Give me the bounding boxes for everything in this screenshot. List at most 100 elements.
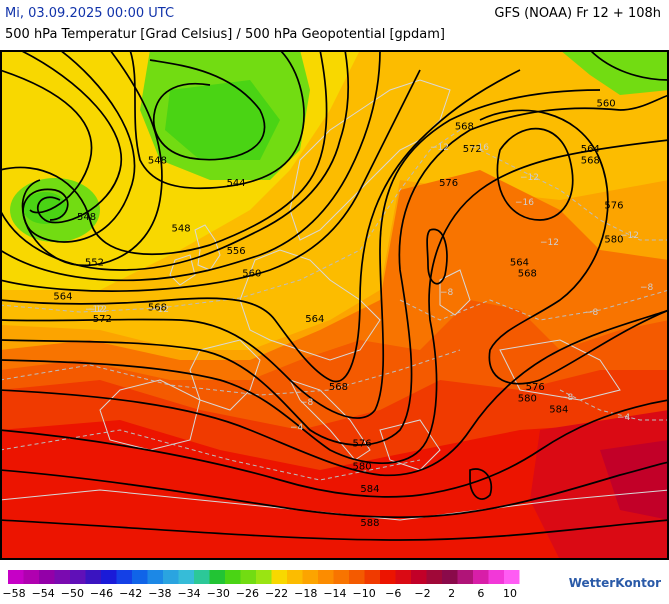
legend-swatch: [54, 570, 70, 584]
isotherm-label: −8: [440, 288, 454, 298]
contour-label: 568: [518, 269, 537, 280]
isotherms: [1, 129, 668, 481]
legend-swatch: [411, 570, 427, 584]
contour-label: 548: [77, 212, 96, 223]
legend-label: −58: [2, 587, 25, 600]
contour-label: 568: [329, 382, 348, 393]
contour-label: 552: [85, 257, 104, 268]
legend-swatch: [101, 570, 117, 584]
contour-label: 548: [148, 155, 167, 166]
contour-label: 564: [581, 144, 600, 155]
legend-swatch: [225, 570, 241, 584]
legend-swatch: [116, 570, 132, 584]
contour-label: 584: [549, 405, 568, 416]
legend-label: −54: [32, 587, 55, 600]
contour-label: 576: [604, 201, 623, 212]
isotherm-label: −12: [540, 238, 559, 248]
cold-pool-atlantic-core: [23, 192, 67, 224]
legend-swatch: [194, 570, 210, 584]
legend-label: −2: [414, 587, 430, 600]
legend-label: −18: [294, 587, 317, 600]
isotherm-label: −12: [430, 143, 449, 153]
parameter-title: 500 hPa Temperatur [Grad Celsius] / 500 …: [5, 27, 446, 42]
contour-label: 556: [227, 246, 246, 257]
legend-swatch: [287, 570, 303, 584]
legend-swatch: [349, 570, 365, 584]
isotherm-label: −16: [470, 143, 489, 153]
legend-swatch: [380, 570, 396, 584]
contour-label: 560: [242, 269, 261, 280]
isotherm-label: −4: [290, 423, 304, 433]
legend-swatch: [473, 570, 489, 584]
contour-label: 576: [353, 439, 372, 450]
contour-label: 580: [353, 461, 372, 472]
legend-swatch: [132, 570, 148, 584]
isotherm-label: −8: [560, 393, 574, 403]
legend-swatch: [256, 570, 272, 584]
legend-swatch: [209, 570, 225, 584]
legend-label: −50: [61, 587, 84, 600]
contour-label: 568: [148, 303, 167, 314]
isotherm-label: −4: [617, 413, 631, 423]
isotherm-label: −12: [85, 305, 104, 315]
geopotential-contours: [1, 51, 668, 541]
isotherm-label-layer: −12−16−12−12−12−12−8−12−16−8−8−12−8−4−4−…: [85, 143, 654, 433]
isotherm-label: −8: [300, 398, 314, 408]
legend-swatch: [39, 570, 55, 584]
legend-label: −26: [236, 587, 259, 600]
legend-label: −34: [177, 587, 200, 600]
legend-swatch: [364, 570, 380, 584]
legend-swatch: [442, 570, 458, 584]
legend-swatch: [23, 570, 39, 584]
temp-band-minus4: [1, 420, 668, 559]
legend-swatch: [70, 570, 86, 584]
contour-label: 588: [360, 518, 379, 529]
contour-label: 564: [305, 314, 324, 325]
weather-map: 548 544 568 560 572 564 568 576 576 548 548 564 568 5…: [0, 50, 669, 560]
legend-label: −42: [119, 587, 142, 600]
contour-label: 584: [360, 484, 379, 495]
legend-label: 6: [477, 587, 484, 600]
isotherm-label: −8: [585, 308, 599, 318]
legend-label: −6: [385, 587, 401, 600]
legend-label: 2: [448, 587, 455, 600]
isotherm-label: −12: [620, 231, 639, 241]
isotherm-label: −12: [150, 305, 169, 315]
contour-label: 576: [526, 382, 545, 393]
contour-label: 564: [510, 257, 529, 268]
legend-swatch: [488, 570, 504, 584]
contour-label: 568: [455, 121, 474, 132]
legend-swatch: [85, 570, 101, 584]
contour-label: 576: [439, 178, 458, 189]
contour-label: 564: [53, 291, 72, 302]
legend-swatch: [240, 570, 256, 584]
isotherm-label: −8: [640, 283, 654, 293]
legend-swatch: [147, 570, 163, 584]
cold-pool-northeast: [561, 51, 668, 95]
contour-label: 548: [171, 223, 190, 234]
legend-swatch: [504, 570, 520, 584]
legend-label: 10: [503, 587, 517, 600]
legend-swatch: [163, 570, 179, 584]
legend-label: −30: [207, 587, 230, 600]
contour-label: 580: [604, 235, 623, 246]
contour-label: 568: [581, 155, 600, 166]
temperature-legend: −58 −54 −50 −46 −42 −38 −34 −30 −26 −22 −18 −14 −10−…: [0, 562, 669, 600]
legend-swatch: [8, 570, 24, 584]
legend-label: −38: [148, 587, 171, 600]
legend-label: −10: [353, 587, 376, 600]
contour-label: 572: [93, 314, 112, 325]
isotherm-label: −12: [88, 305, 107, 315]
legend-label: −22: [265, 587, 288, 600]
legend-swatch: [302, 570, 318, 584]
legend-swatch: [178, 570, 194, 584]
legend-scale: −58 −54 −50 −46 −42 −38 −34 −30 −26 −22 −18 −14 −10−…: [2, 570, 520, 600]
legend-swatch: [333, 570, 349, 584]
isotherm-label: −12: [520, 173, 539, 183]
contour-label: 580: [518, 393, 537, 404]
model-run: GFS (NOAA) Fr 12 + 108h: [494, 6, 661, 21]
legend-swatch: [271, 570, 287, 584]
warm-core-east-inner: [600, 440, 668, 520]
wetterkontor-logo: WetterKontor: [568, 576, 661, 590]
